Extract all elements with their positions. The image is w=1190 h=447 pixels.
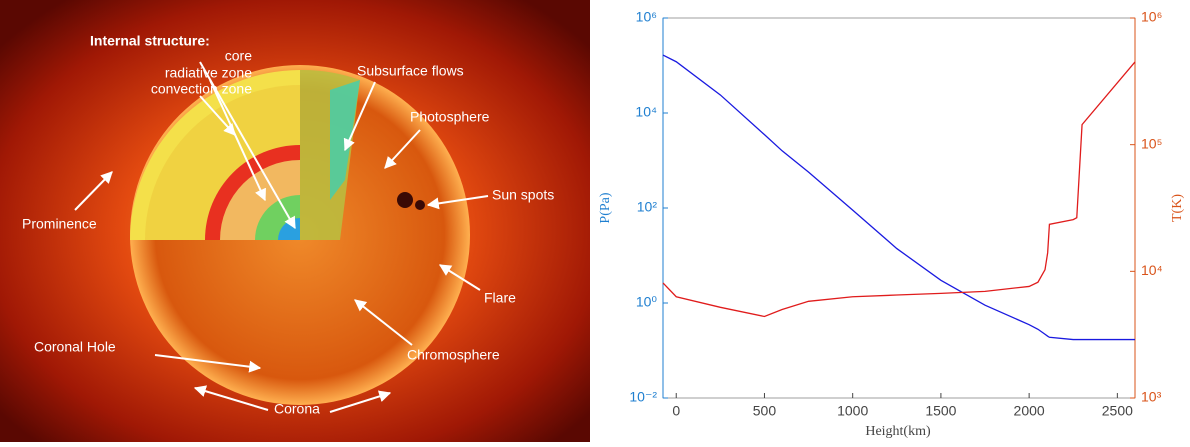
sun-spot bbox=[397, 192, 413, 208]
y-tick-label: 10² bbox=[637, 199, 658, 215]
x-tick-label: 2500 bbox=[1102, 403, 1133, 419]
data-line bbox=[663, 62, 1135, 317]
page: {"illustration": {"labels": ["Internal s… bbox=[0, 0, 1190, 447]
label: Corona bbox=[274, 401, 320, 417]
label: Coronal Hole bbox=[34, 339, 116, 355]
label: Prominence bbox=[22, 216, 97, 232]
y2-tick-label: 10⁵ bbox=[1141, 135, 1162, 151]
label: Photosphere bbox=[410, 109, 490, 125]
x-tick-label: 1000 bbox=[837, 403, 868, 419]
sun-spot bbox=[415, 200, 425, 210]
label: Sun spots bbox=[492, 187, 554, 203]
label: Flare bbox=[484, 290, 516, 306]
x-tick-label: 0 bbox=[672, 403, 680, 419]
y-tick-label: 10⁻² bbox=[629, 389, 657, 405]
sun-illustration: Internal structure: core radiative zone … bbox=[0, 0, 590, 442]
x-tick-label: 1500 bbox=[925, 403, 956, 419]
label: Subsurface flows bbox=[357, 63, 464, 79]
y2-tick-label: 10⁴ bbox=[1141, 262, 1163, 278]
figure: Internal structure: core radiative zone … bbox=[0, 0, 1190, 442]
label: Internal structure: bbox=[90, 33, 210, 49]
label: Chromosphere bbox=[407, 347, 500, 363]
x-axis-label: Height(km) bbox=[865, 424, 931, 439]
y2-tick-label: 10⁶ bbox=[1141, 9, 1162, 25]
label: radiative zone bbox=[165, 65, 252, 81]
y-tick-label: 10⁶ bbox=[636, 9, 657, 25]
plot-box bbox=[663, 18, 1135, 398]
x-tick-label: 500 bbox=[753, 403, 777, 419]
x-tick-label: 2000 bbox=[1014, 403, 1045, 419]
data-line bbox=[663, 55, 1135, 340]
y2-axis-label: T(K) bbox=[1170, 194, 1185, 222]
label: core bbox=[225, 48, 252, 64]
y2-tick-label: 10³ bbox=[1141, 389, 1162, 405]
label: convection zone bbox=[151, 81, 252, 97]
y-tick-label: 10⁴ bbox=[635, 104, 657, 120]
y-tick-label: 10⁰ bbox=[636, 294, 658, 310]
y-axis-label: P(Pa) bbox=[598, 192, 613, 223]
